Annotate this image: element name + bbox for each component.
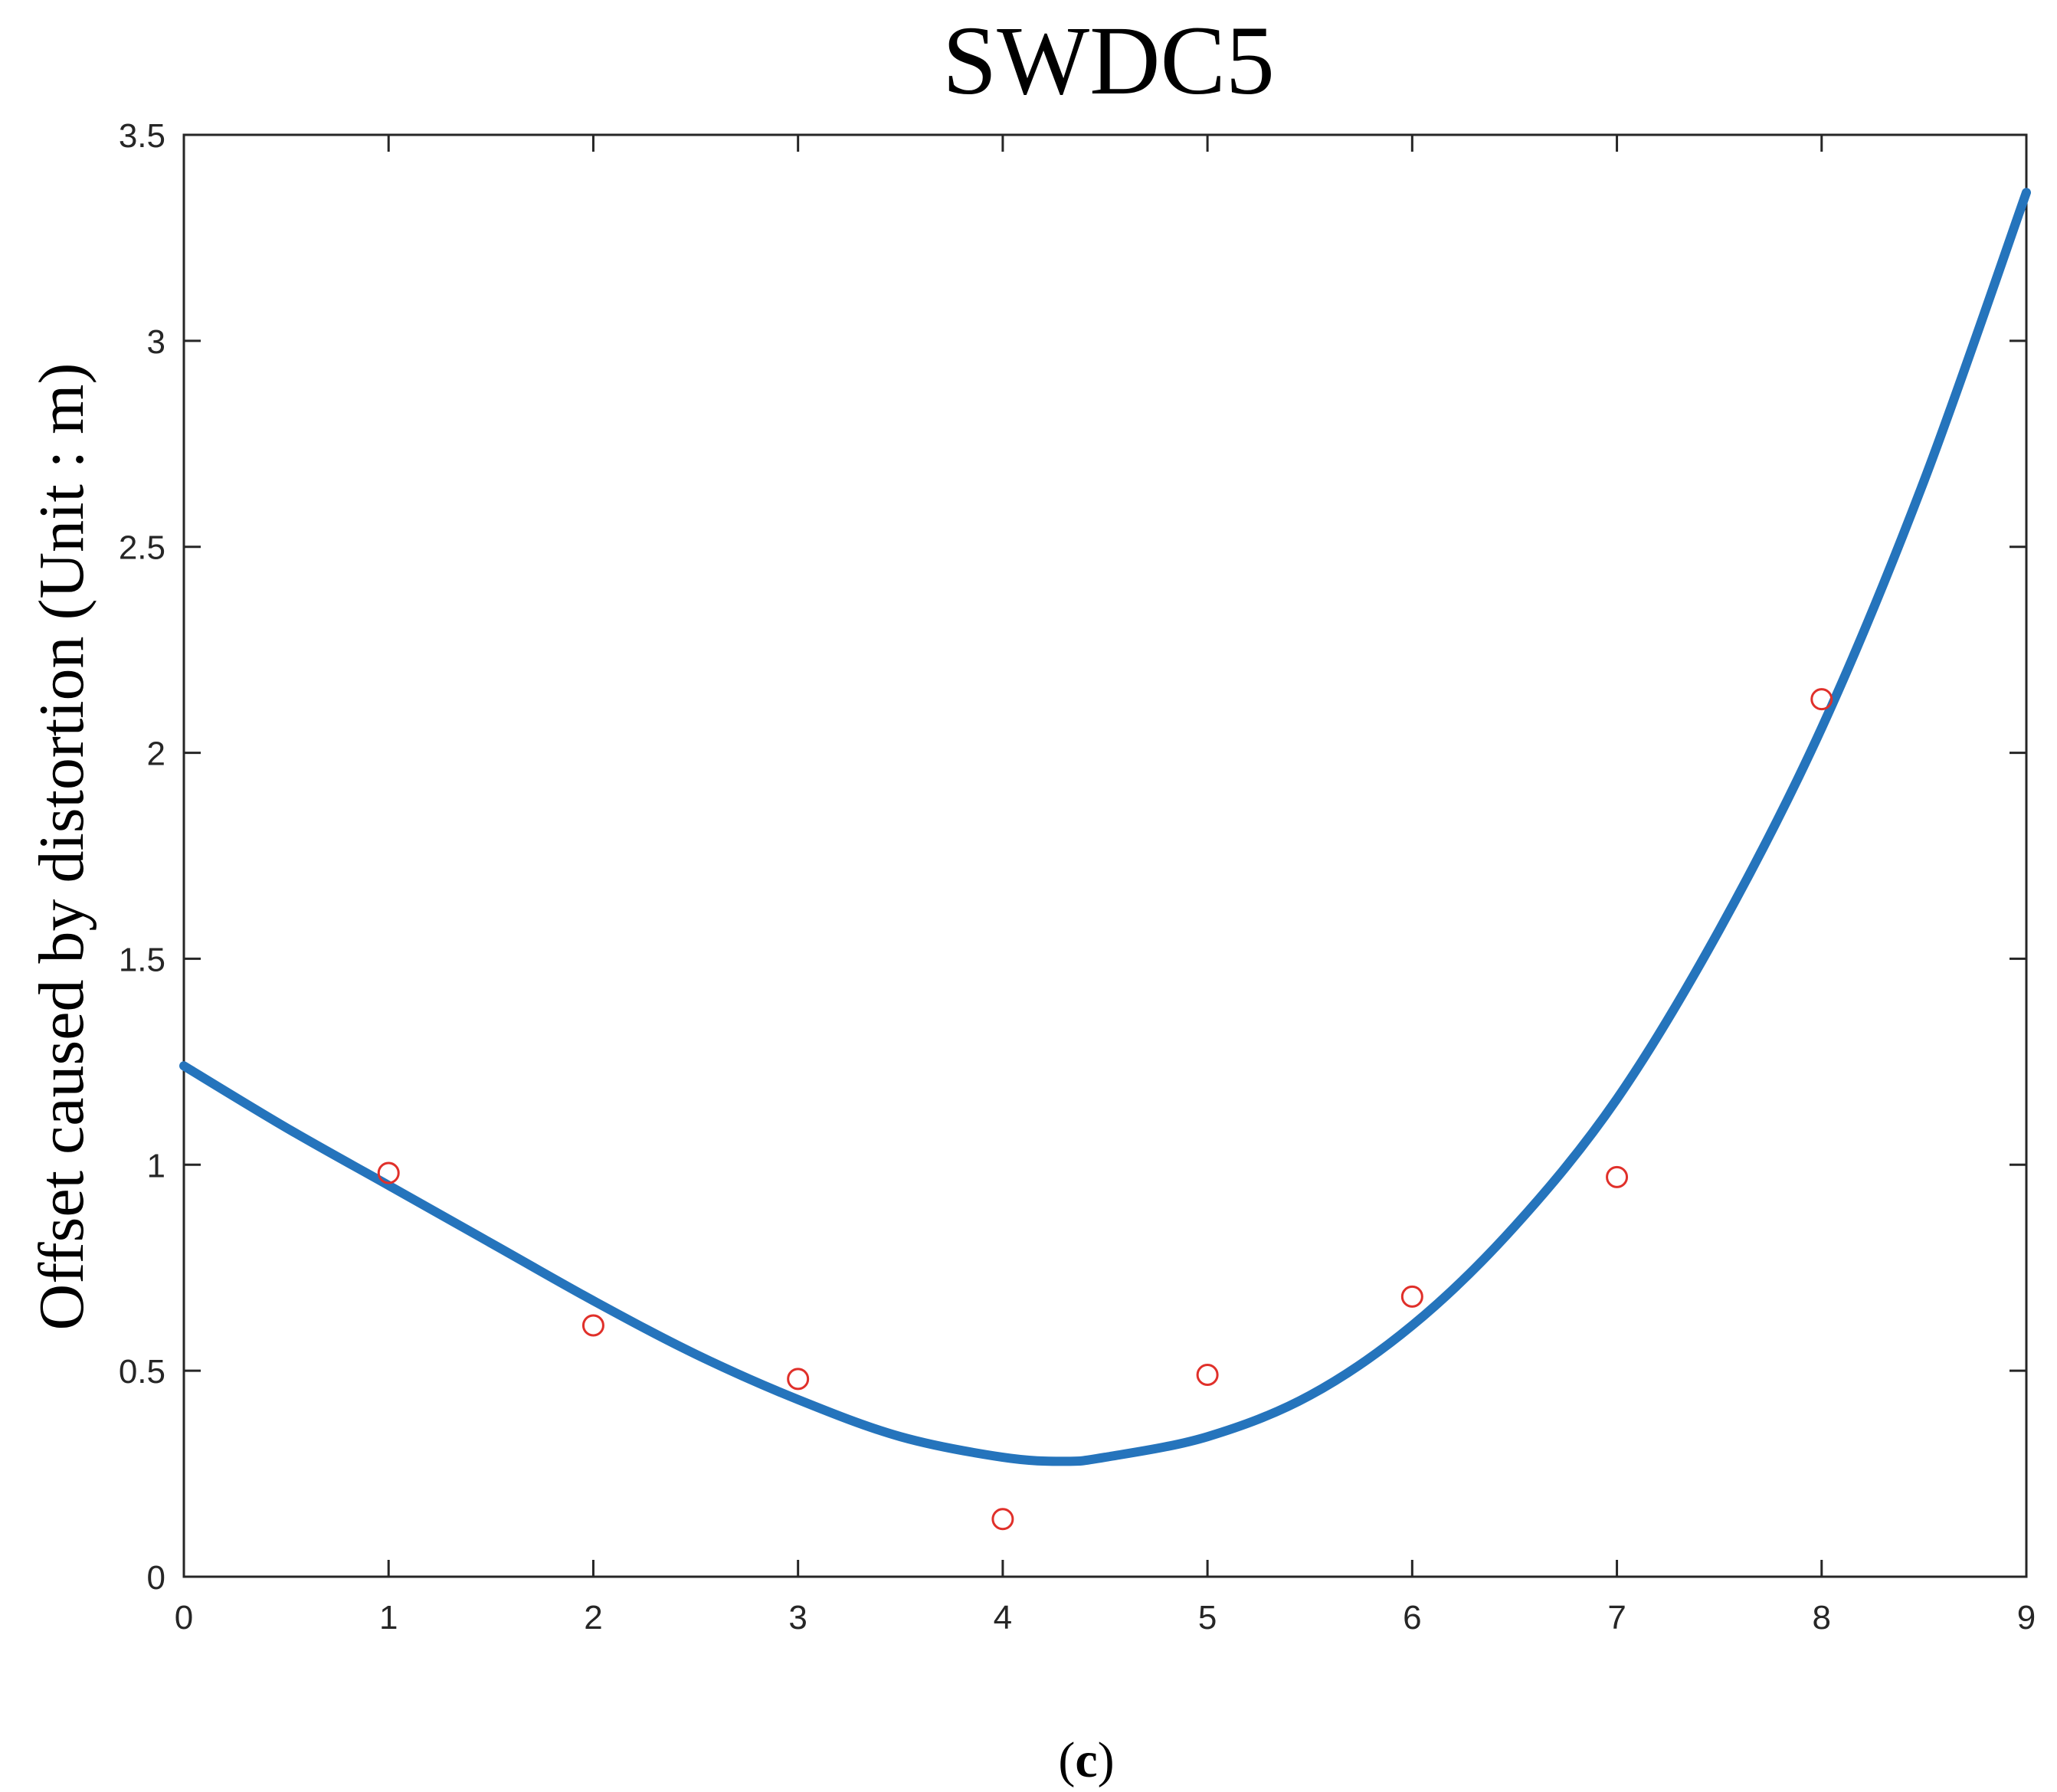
caption-close-paren: )	[1098, 1732, 1115, 1788]
x-tick-label: 8	[1813, 1599, 1831, 1636]
fitted-curve-line	[179, 188, 2031, 1466]
data-point	[581, 1314, 604, 1337]
caption-open-paren: (	[1058, 1732, 1075, 1788]
data-point	[377, 1161, 400, 1184]
x-tick-label: 0	[175, 1599, 193, 1636]
data-points-layer	[377, 688, 1833, 1531]
y-tick-label: 0	[147, 1559, 165, 1597]
plot-area: 0 1 2 3 4 5 6 7 8 9 0 0.5 1 1.5 2 2.5 3 3.5	[119, 117, 2036, 1636]
data-point	[787, 1368, 810, 1391]
data-point	[1196, 1364, 1219, 1387]
y-tick-label: 0.5	[119, 1353, 165, 1391]
data-point	[991, 1508, 1014, 1531]
caption-letter: c	[1075, 1732, 1097, 1788]
x-tick-label: 1	[379, 1599, 398, 1636]
data-point	[1810, 688, 1833, 711]
y-tick-label: 1	[147, 1147, 165, 1184]
y-tick-label: 1.5	[119, 941, 165, 978]
y-tick-label: 3.5	[119, 117, 165, 155]
y-tick-label: 2.5	[119, 529, 165, 567]
x-tick-label: 6	[1403, 1599, 1421, 1636]
x-tick-label: 5	[1198, 1599, 1217, 1636]
y-axis-label: Offset caused by distortion (Unit : m)	[26, 363, 97, 1331]
plot-frame	[182, 133, 2028, 1578]
data-point	[1606, 1165, 1629, 1188]
x-tick-label: 4	[994, 1599, 1012, 1636]
data-point	[1400, 1285, 1423, 1308]
y-axis-ticks: 0 0.5 1 1.5 2 2.5 3 3.5	[119, 117, 2026, 1597]
chart-title: SWDC5	[942, 6, 1275, 115]
x-tick-label: 3	[788, 1599, 807, 1636]
y-tick-label: 2	[147, 735, 165, 773]
figure-caption: (c)	[1058, 1732, 1114, 1788]
x-tick-label: 9	[2017, 1599, 2036, 1636]
x-tick-label: 2	[584, 1599, 602, 1636]
x-axis-ticks: 0 1 2 3 4 5 6 7 8 9	[175, 135, 2036, 1636]
y-tick-label: 3	[147, 323, 165, 361]
x-tick-label: 7	[1607, 1599, 1626, 1636]
fitted-curve-layer	[179, 188, 2031, 1466]
